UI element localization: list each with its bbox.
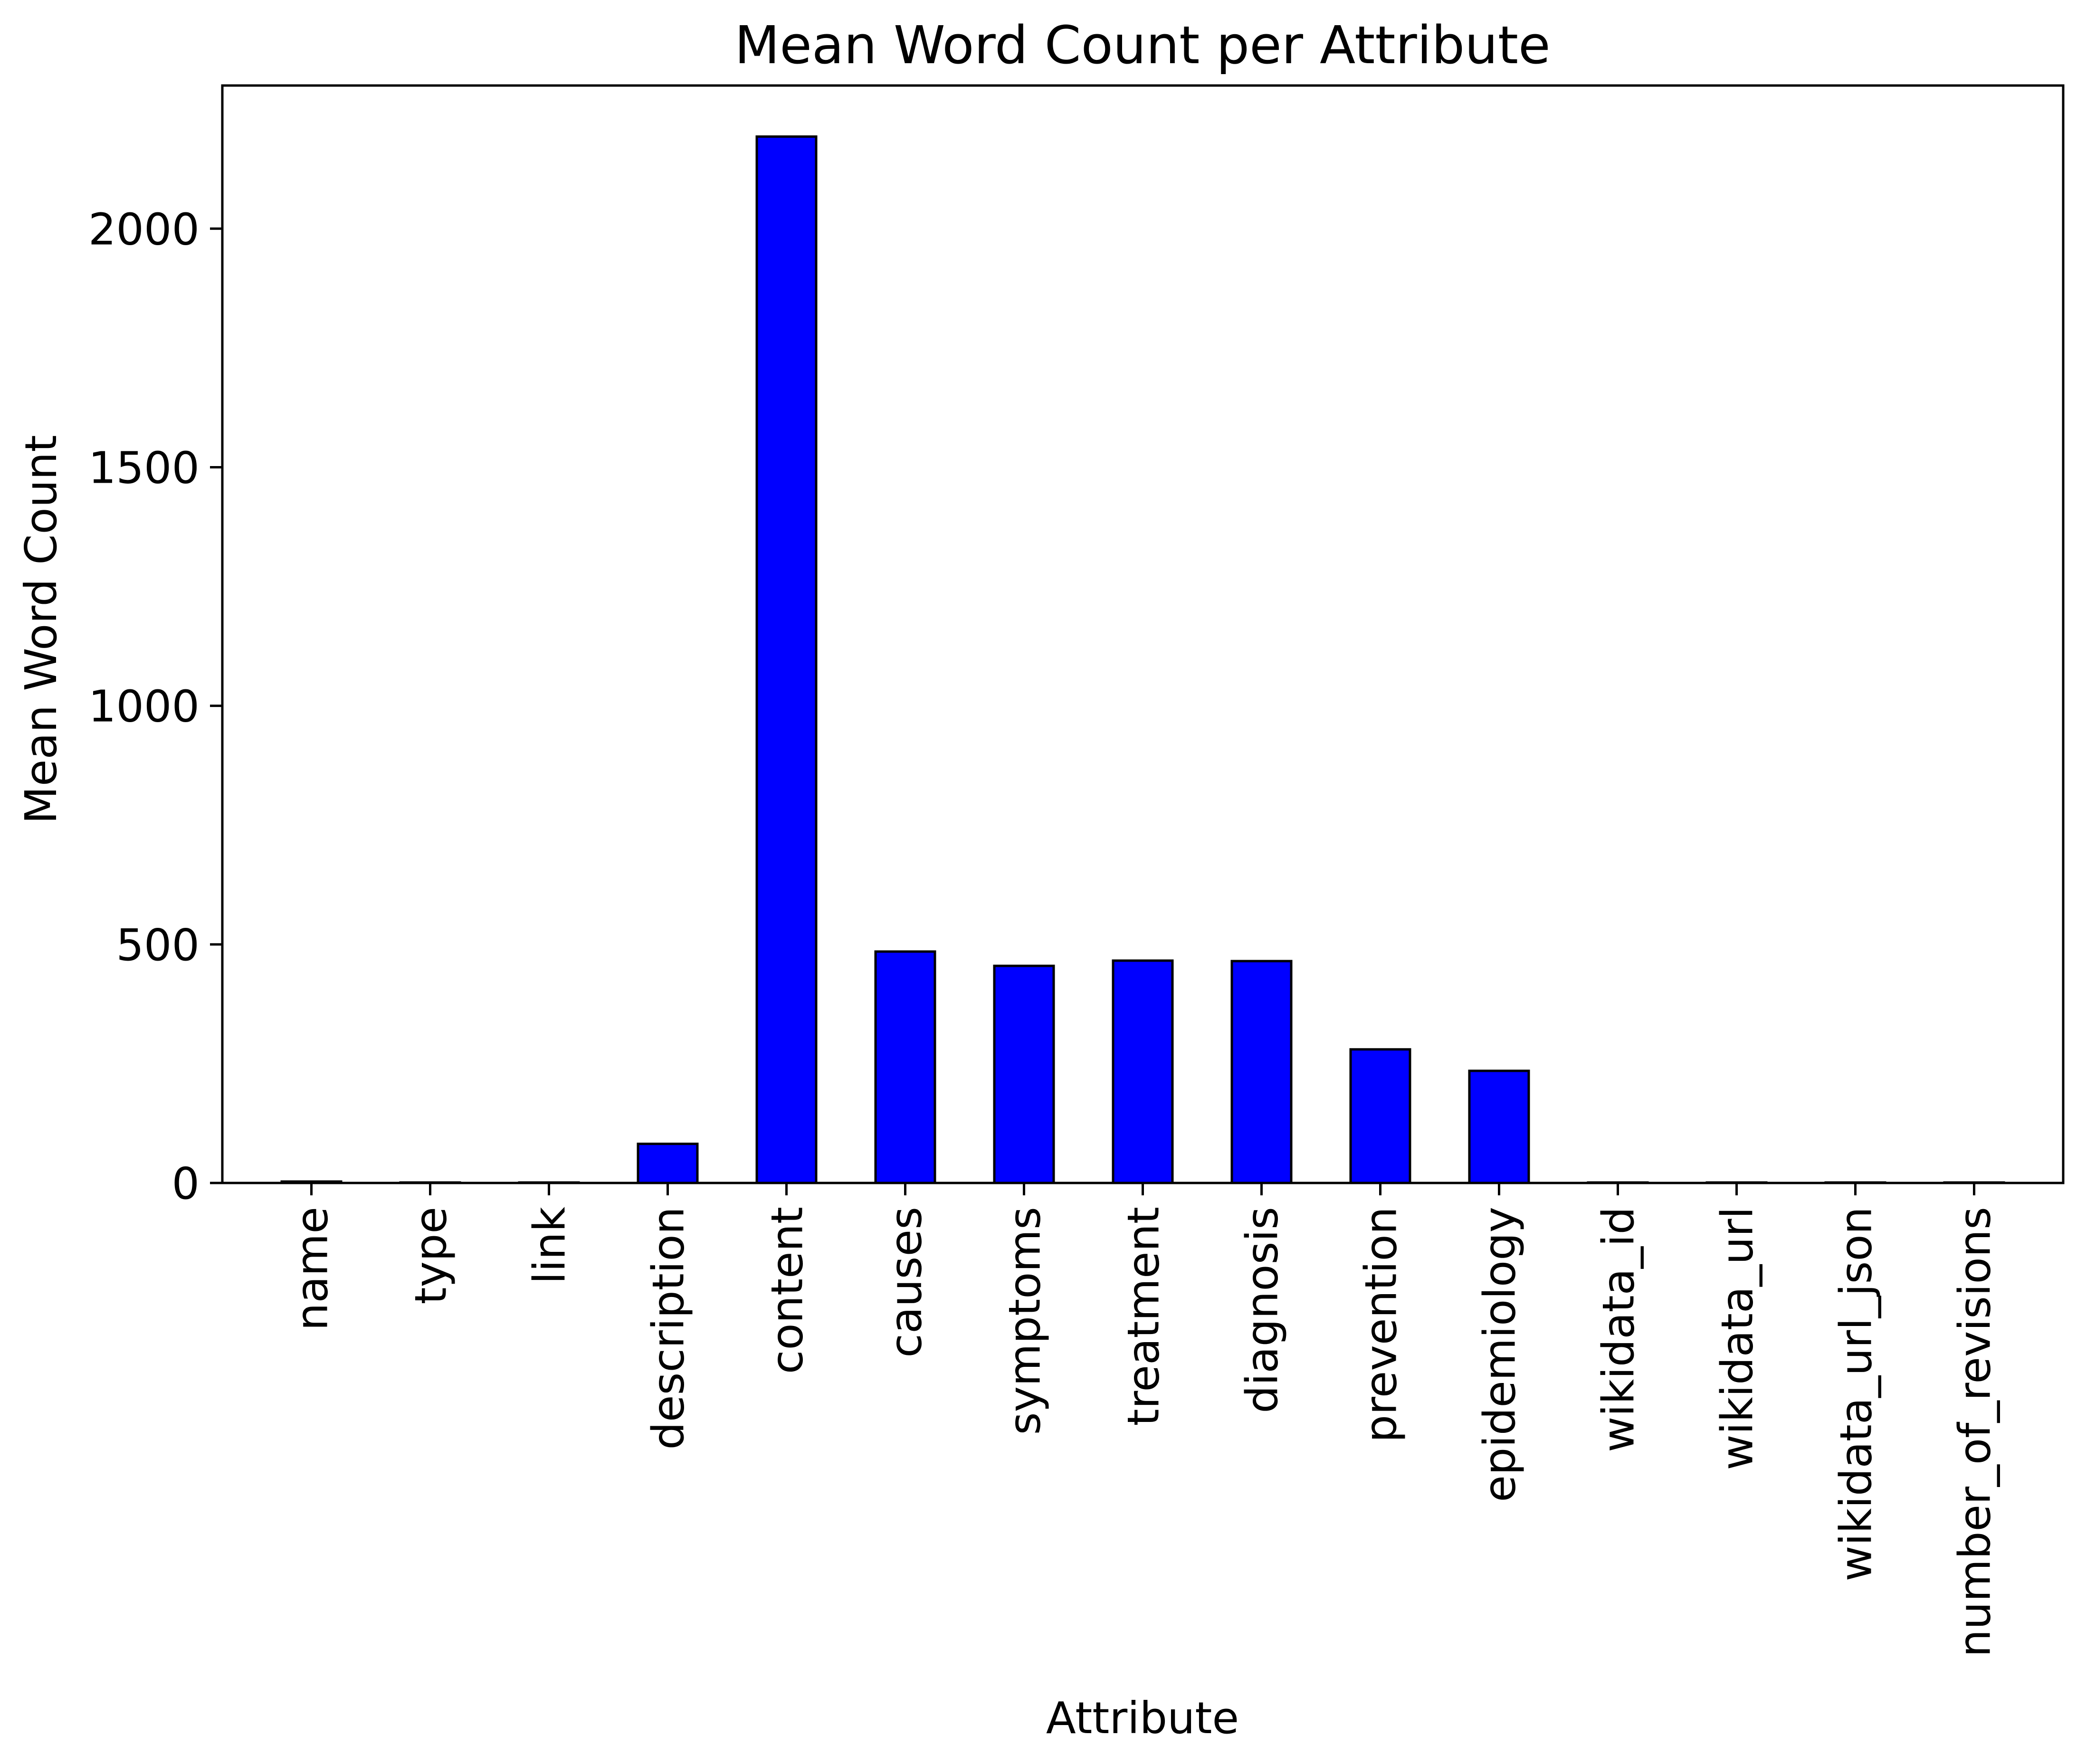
- y-axis-ticks: 0 500 1000 1500 2000: [88, 204, 222, 1209]
- bar-symptoms: [993, 964, 1055, 1184]
- bar-causes: [874, 950, 936, 1184]
- bar-diagnosis: [1230, 960, 1293, 1184]
- x-tick-label-description: description: [643, 1207, 694, 1450]
- bar-epidemiology: [1468, 1069, 1530, 1184]
- y-axis-label: Mean Word Count: [16, 435, 67, 824]
- x-tick-label-prevention: prevention: [1356, 1207, 1407, 1442]
- x-tick-label-link: link: [524, 1206, 575, 1284]
- x-tick-label-type: type: [406, 1207, 457, 1305]
- plot-frame: [221, 84, 2065, 1184]
- x-tick-label-content: content: [762, 1207, 813, 1374]
- bar-treatment: [1112, 959, 1174, 1184]
- x-tick-label-diagnosis: diagnosis: [1237, 1207, 1288, 1413]
- bar-prevention: [1349, 1048, 1411, 1184]
- y-tick-label: 500: [116, 920, 200, 971]
- x-tick-label-treatment: treatment: [1118, 1207, 1169, 1426]
- x-axis-ticks: name type link description content causes symp…: [287, 1183, 2000, 1657]
- y-tick-label: 2000: [88, 204, 200, 255]
- x-tick-label-causes: causes: [881, 1207, 932, 1358]
- x-tick-label-symptoms: symptoms: [1000, 1207, 1050, 1435]
- x-tick-label-epidemiology: epidemiology: [1475, 1207, 1525, 1502]
- x-tick-label-wikidata_url: wikidata_url: [1712, 1207, 1763, 1470]
- x-tick-label-wikidata_url_json: wikidata_url_json: [1831, 1207, 1882, 1582]
- x-tick-label-name: name: [287, 1207, 338, 1331]
- bar-description: [637, 1143, 699, 1184]
- x-tick-label-wikidata_id: wikidata_id: [1593, 1207, 1644, 1452]
- y-tick-label: 1000: [88, 681, 200, 732]
- x-tick-label-number_of_revisions: number_of_revisions: [1950, 1207, 2000, 1657]
- y-tick-label: 1500: [88, 442, 200, 493]
- y-tick-label: 0: [171, 1158, 200, 1209]
- bar-content: [755, 135, 818, 1184]
- chart-title: Mean Word Count per Attribute: [734, 15, 1550, 76]
- x-axis-label: Attribute: [1046, 1693, 1239, 1744]
- bars: [280, 135, 2005, 1184]
